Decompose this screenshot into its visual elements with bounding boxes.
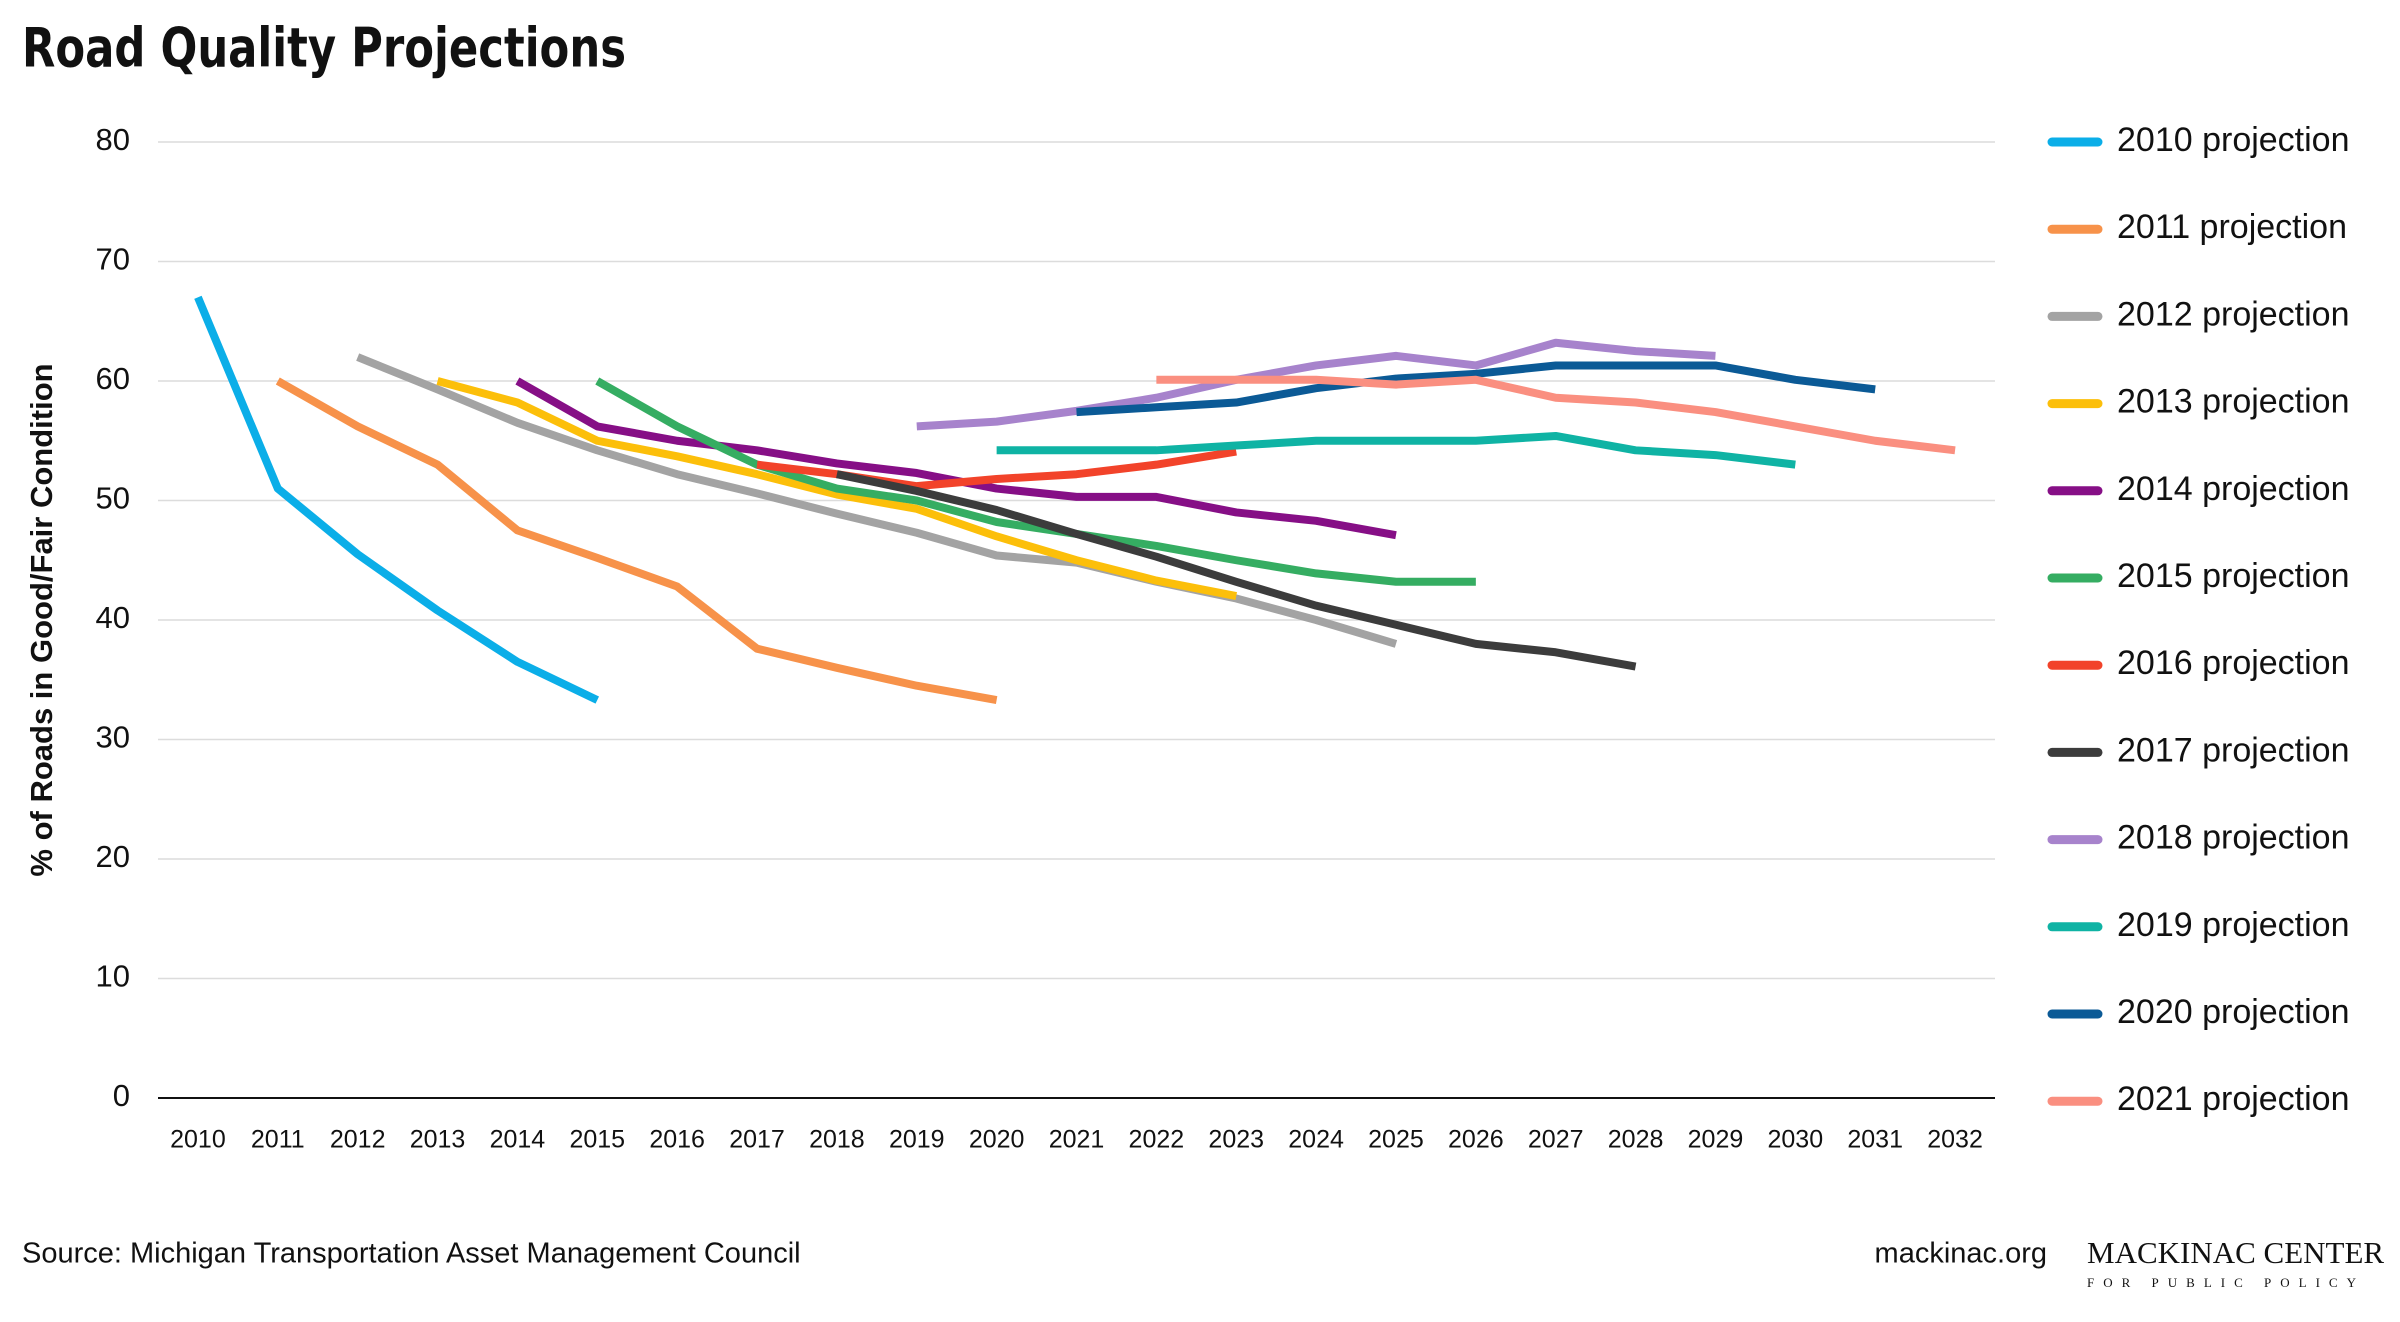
x-tick-label: 2032: [1927, 1126, 1983, 1154]
x-tick-label: 2012: [330, 1126, 386, 1154]
series-line: [275, 377, 998, 705]
y-tick-label: 40: [96, 600, 130, 635]
x-tick-label: 2019: [889, 1126, 945, 1154]
legend-label: 2019 projection: [2117, 906, 2350, 944]
legend-label: 2011 projection: [2117, 208, 2347, 246]
credit: mackinac.org: [1875, 1238, 2047, 1270]
x-tick-label: 2023: [1208, 1126, 1264, 1154]
x-tick-label: 2015: [569, 1126, 625, 1154]
x-tick-label: 2030: [1768, 1126, 1824, 1154]
x-tick-label: 2017: [729, 1126, 785, 1154]
x-tick-label: 2010: [170, 1126, 226, 1154]
x-tick-label: 2026: [1448, 1126, 1504, 1154]
series-line: [756, 447, 1237, 491]
x-tick-label: 2011: [251, 1126, 305, 1154]
x-tick-label: 2013: [410, 1126, 466, 1154]
x-tick-label: 2020: [969, 1126, 1025, 1154]
legend-label: 2018 projection: [2117, 819, 2350, 857]
y-tick-label: 10: [96, 959, 130, 994]
y-tick-label: 80: [96, 122, 130, 157]
x-tick-label: 2025: [1368, 1126, 1424, 1154]
x-tick-label: 2029: [1688, 1126, 1744, 1154]
legend-label: 2016 projection: [2117, 644, 2350, 682]
series-line: [595, 377, 1476, 586]
x-tick-label: 2014: [490, 1126, 546, 1154]
legend-label: 2013 projection: [2117, 383, 2350, 421]
x-tick-label: 2031: [1847, 1126, 1903, 1154]
y-tick-label: 70: [96, 242, 130, 277]
series-line: [436, 377, 1238, 601]
x-tick-label: 2028: [1608, 1126, 1664, 1154]
series-line: [194, 295, 600, 704]
x-tick-label: 2024: [1288, 1126, 1344, 1154]
series-line: [1156, 375, 1956, 455]
chart-title: Road Quality Projections: [22, 17, 626, 80]
x-tick-label: 2022: [1129, 1126, 1185, 1154]
y-tick-label: 0: [113, 1078, 130, 1113]
y-axis-label: % of Roads in Good/Fair Condition: [24, 363, 59, 876]
logo-tagline: FOR PUBLIC POLICY: [2087, 1275, 2365, 1290]
legend-label: 2020 projection: [2117, 993, 2350, 1031]
x-tick-label: 2018: [809, 1126, 865, 1154]
legend-label: 2015 projection: [2117, 557, 2350, 595]
x-tick-label: 2016: [649, 1126, 705, 1154]
x-tick-label: 2027: [1528, 1126, 1584, 1154]
legend-label: 2014 projection: [2117, 470, 2350, 508]
series-line: [996, 431, 1796, 469]
legend-label: 2012 projection: [2117, 295, 2350, 333]
series-line: [836, 470, 1637, 671]
series-line: [1076, 361, 1876, 417]
y-tick-label: 60: [96, 361, 130, 396]
legend-label: 2017 projection: [2117, 731, 2350, 769]
series-line: [916, 338, 1716, 431]
y-tick-label: 20: [96, 839, 130, 874]
y-tick-label: 30: [96, 720, 130, 755]
logo-name: MACKINAC CENTER: [2087, 1235, 2384, 1270]
source: Source: Michigan Transportation Asset Ma…: [22, 1238, 801, 1270]
legend-label: 2021 projection: [2117, 1080, 2350, 1118]
x-tick-label: 2021: [1049, 1126, 1105, 1154]
legend-label: 2010 projection: [2117, 121, 2350, 159]
y-tick-label: 50: [96, 481, 130, 516]
